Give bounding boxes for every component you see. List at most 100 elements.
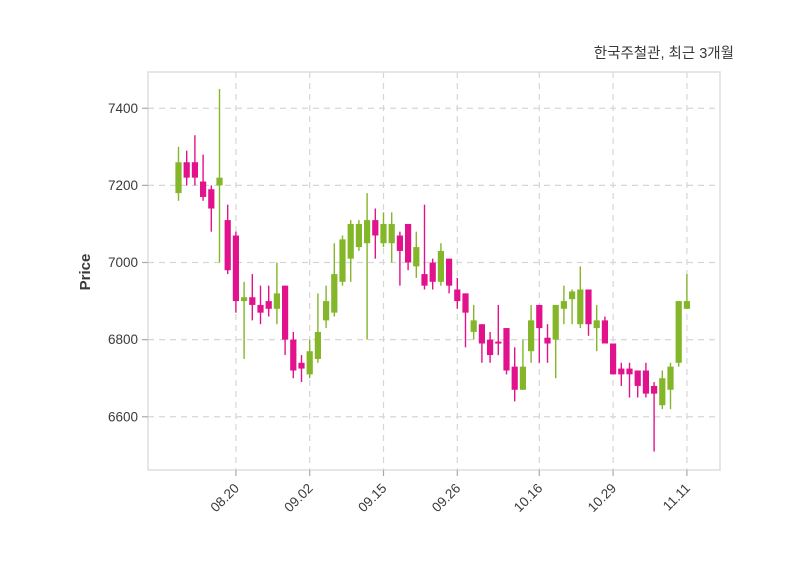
candle-body	[331, 274, 338, 313]
candle	[610, 343, 617, 375]
candle	[347, 220, 354, 282]
candle	[216, 88, 223, 263]
candle-body	[610, 343, 617, 375]
candle-body	[618, 368, 625, 375]
chart-title: 한국주철관, 최근 3개월	[594, 45, 734, 62]
candle-body	[380, 223, 387, 244]
candle	[208, 185, 215, 232]
candle	[528, 304, 535, 363]
candle	[298, 355, 305, 383]
x-tick-label: 09.02	[281, 481, 316, 516]
candle	[405, 223, 412, 271]
candle	[495, 304, 502, 356]
candle	[323, 285, 330, 329]
candle-body	[224, 220, 231, 271]
candle	[642, 362, 649, 398]
x-tick-labels: 08.20 09.02 09.15 09.26 10.16 10.29 11.11	[208, 481, 694, 516]
candle	[683, 274, 690, 309]
y-tick-label: 6800	[108, 332, 138, 347]
candle-body	[265, 301, 272, 309]
candle-body	[241, 297, 248, 302]
candle	[396, 231, 403, 286]
candle-body	[372, 220, 379, 236]
candle	[388, 212, 395, 263]
candle	[314, 293, 321, 363]
candles	[175, 88, 690, 452]
candle	[273, 262, 280, 325]
candle	[355, 220, 362, 251]
candle	[560, 285, 567, 325]
candle-body	[183, 162, 190, 178]
candle	[331, 243, 338, 317]
candle-body	[511, 366, 518, 390]
x-tick-label: 09.15	[355, 481, 390, 516]
candle	[249, 274, 256, 321]
candle-body	[273, 293, 280, 309]
y-tick-label: 7200	[108, 178, 138, 193]
candle	[651, 382, 658, 452]
candle	[446, 258, 453, 294]
candle	[183, 150, 190, 186]
candle-body	[626, 368, 633, 375]
candle	[585, 289, 592, 336]
candle	[282, 285, 289, 356]
candle-body	[257, 304, 264, 313]
candle-body	[454, 289, 461, 302]
y-tick-labels: 6600 6800 7000 7200 7400	[108, 101, 138, 425]
candle	[380, 212, 387, 248]
candle-body	[396, 235, 403, 251]
candle-body	[470, 320, 477, 332]
candle-body	[552, 304, 559, 340]
x-tick-label: 09.26	[429, 481, 464, 516]
candle	[675, 301, 682, 367]
candle-body	[569, 291, 576, 300]
candle-body	[282, 285, 289, 340]
candle	[224, 204, 231, 275]
candle	[470, 304, 477, 340]
candle-body	[298, 362, 305, 369]
candle-body	[544, 337, 551, 344]
candle	[503, 328, 510, 375]
candle-body	[585, 289, 592, 325]
candle	[569, 289, 576, 325]
candle	[634, 370, 641, 398]
candle-body	[339, 239, 346, 282]
candle-body	[560, 301, 567, 309]
candle	[593, 304, 600, 352]
candle-body	[232, 235, 239, 302]
plot-border	[147, 71, 721, 471]
candle-body	[495, 341, 502, 344]
candle-body	[323, 301, 330, 321]
candle-body	[413, 247, 420, 267]
candle	[306, 339, 313, 379]
candle	[200, 154, 207, 201]
candle	[462, 293, 469, 348]
candle	[487, 331, 494, 363]
candle-body	[536, 304, 543, 329]
candle	[421, 204, 428, 290]
candle	[290, 331, 297, 379]
candle-body	[200, 181, 207, 197]
candle	[265, 285, 272, 317]
candle-body	[683, 301, 690, 309]
candle-body	[487, 339, 494, 356]
candle	[429, 258, 436, 290]
candle-body	[355, 223, 362, 248]
candle	[437, 243, 444, 286]
candle-body	[364, 220, 371, 244]
candle-body	[208, 189, 215, 209]
candle-body	[191, 162, 198, 178]
candle-body	[593, 320, 600, 329]
candle-body	[437, 250, 444, 282]
candle-body	[659, 378, 666, 406]
candle	[257, 285, 264, 325]
candle	[667, 362, 674, 410]
candle	[519, 339, 526, 390]
candle	[552, 304, 559, 379]
y-tick-label: 7400	[108, 101, 138, 116]
candle-body	[642, 370, 649, 394]
candle-body	[651, 385, 658, 394]
candle	[601, 316, 608, 344]
candle	[413, 231, 420, 278]
candle-body	[634, 370, 641, 386]
